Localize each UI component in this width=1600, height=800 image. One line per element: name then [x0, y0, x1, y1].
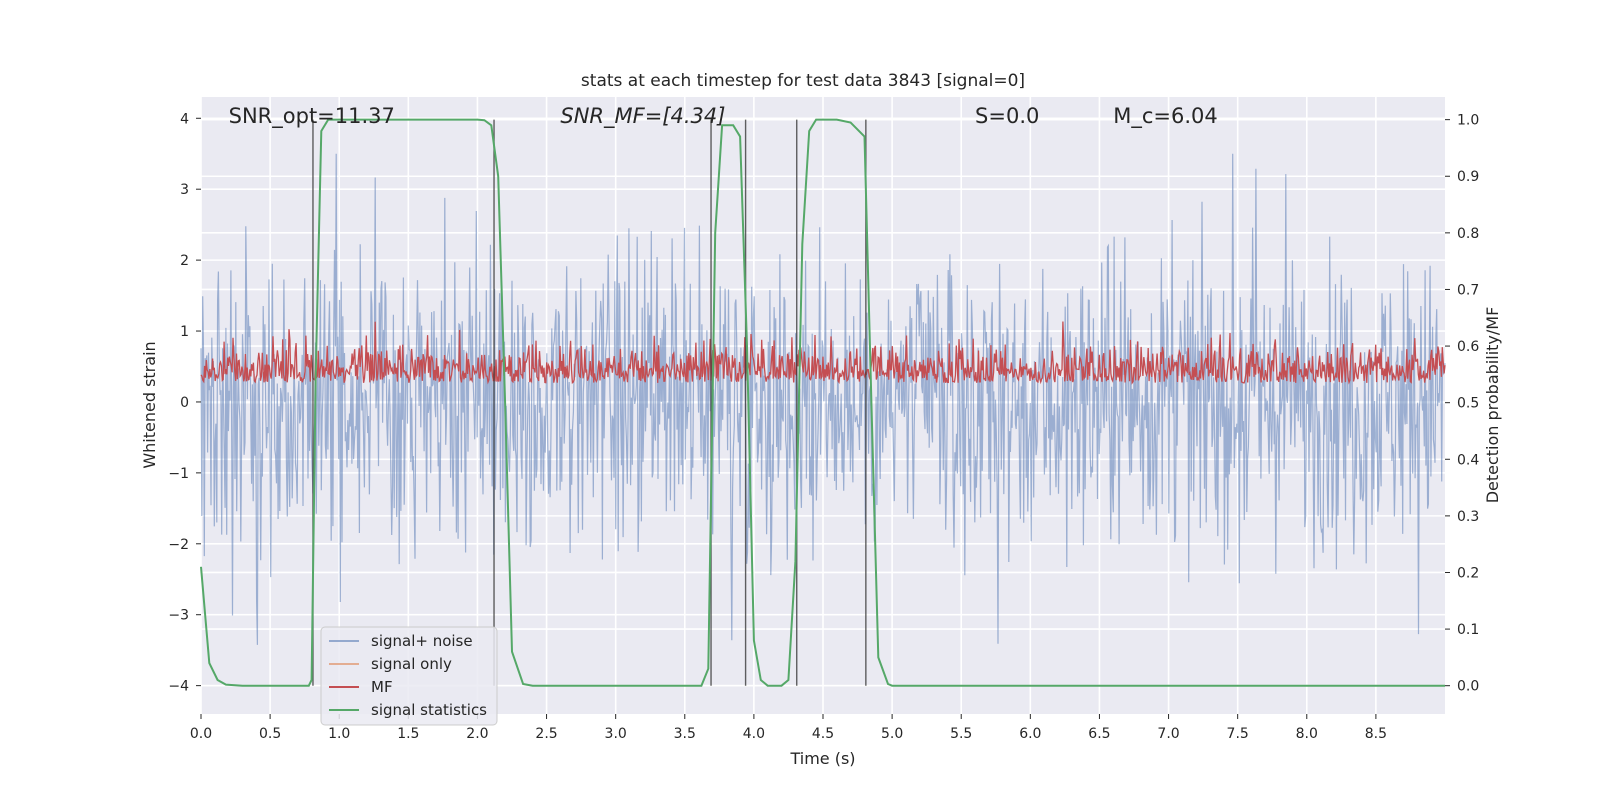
- annotation-snr-mf: SNR_MF=[4.34]: [560, 104, 725, 129]
- y-tick-label-left: 1: [180, 324, 189, 340]
- y-tick-label-left: −4: [168, 679, 189, 695]
- legend-entry-label: MF: [371, 678, 393, 696]
- legend-entry-label: signal+ noise: [371, 632, 473, 650]
- x-tick-label: 6.5: [1088, 726, 1110, 742]
- y-tick-label-left: 3: [180, 182, 189, 198]
- series-signal-statistics-line: [200, 118, 1445, 687]
- x-tick-label: 1.5: [397, 726, 419, 742]
- y-axis-right-label: Detection probability/MF: [1483, 307, 1502, 504]
- y-tick-label-right: 0.6: [1457, 339, 1479, 355]
- legend: signal+ noise signal only MF signal statist…: [320, 626, 498, 726]
- y-tick-label-left: −2: [168, 537, 189, 553]
- y-tick-label-right: 0.0: [1457, 679, 1479, 695]
- annotation-s: S=0.0: [975, 104, 1039, 128]
- x-tick-label: 7.5: [1227, 726, 1249, 742]
- x-tick-label: 4.0: [743, 726, 765, 742]
- annotations: SNR_opt=11.37 SNR_MF=[4.34] S=0.0 M_c=6.04: [229, 104, 1218, 129]
- x-tick-label: 5.0: [881, 726, 903, 742]
- legend-box: [320, 626, 498, 726]
- annotation-mc: M_c=6.04: [1113, 104, 1218, 129]
- y-tick-label-left: 2: [180, 253, 189, 269]
- y-tick-label-left: −3: [168, 608, 189, 624]
- y-axis-left-label: Whitened strain: [140, 341, 159, 468]
- series-layer: [200, 153, 1446, 645]
- x-tick-label: 2.0: [466, 726, 488, 742]
- x-tick-label: 7.0: [1157, 726, 1179, 742]
- grid: [200, 97, 1445, 714]
- chart-title: stats at each timestep for test data 384…: [581, 71, 1025, 91]
- x-tick-label: 8.0: [1296, 726, 1318, 742]
- x-tick-label: 8.5: [1365, 726, 1387, 742]
- x-tick-label: 5.5: [950, 726, 972, 742]
- x-tick-label: 3.0: [605, 726, 627, 742]
- y-tick-label-right: 0.5: [1457, 396, 1479, 412]
- x-tick-label: 4.5: [812, 726, 834, 742]
- signal-statistics-layer: [200, 118, 1445, 687]
- y-tick-label-left: −1: [168, 466, 189, 482]
- y-tick-label-right: 0.2: [1457, 565, 1479, 581]
- y-tick-label-right: 0.7: [1457, 282, 1479, 298]
- x-tick-label: 1.0: [328, 726, 350, 742]
- x-tick-label: 2.5: [535, 726, 557, 742]
- y-tick-label-right: 0.9: [1457, 169, 1479, 185]
- y-tick-label-right: 0.3: [1457, 509, 1479, 525]
- x-tick-label: 6.0: [1019, 726, 1041, 742]
- y-tick-label-right: 0.4: [1457, 452, 1479, 468]
- y-tick-label-left: 0: [180, 395, 189, 411]
- x-tick-label: 0.5: [259, 726, 281, 742]
- y-tick-label-left: 4: [180, 111, 189, 127]
- y-tick-label-right: 1.0: [1457, 113, 1479, 129]
- x-axis-label: Time (s): [789, 749, 855, 768]
- legend-entry-label: signal only: [371, 655, 452, 673]
- x-tick-label: 0.0: [190, 726, 212, 742]
- annotation-snr-opt: SNR_opt=11.37: [229, 104, 395, 129]
- x-axis-ticks: 0.0 0.5 1.0 1.5 2.0 2.5 3.0 3.5 4.0 4.5 5.0 5.5 6.0 6…: [190, 714, 1387, 742]
- y-tick-label-right: 0.1: [1457, 622, 1479, 638]
- series-signal-noise-line: [200, 153, 1446, 645]
- legend-entry-label: signal statistics: [371, 701, 487, 719]
- y-axis-left-ticks: 4 3 2 1 0 −1 −2 −3 −4: [168, 111, 201, 695]
- x-tick-label: 3.5: [674, 726, 696, 742]
- y-axis-right-ticks: 1.0 0.9 0.8 0.7 0.6 0.5 0.4 0.3 0.2 0.1 0.0: [1445, 113, 1479, 695]
- series-mf-line: [200, 321, 1446, 385]
- y-tick-label-right: 0.8: [1457, 226, 1479, 242]
